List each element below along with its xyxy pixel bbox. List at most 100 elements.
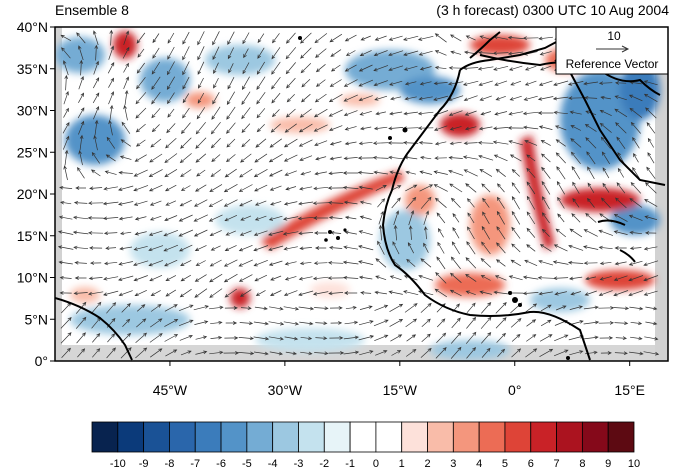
wind-arrow bbox=[407, 242, 415, 254]
wind-arrow bbox=[628, 94, 643, 102]
anomaly-patch bbox=[70, 305, 190, 335]
wind-arrow bbox=[390, 96, 402, 101]
wind-arrow bbox=[135, 332, 147, 344]
wind-arrow bbox=[482, 211, 490, 225]
wind-arrow bbox=[226, 122, 236, 134]
wind-arrow bbox=[465, 273, 477, 282]
wind-arrow bbox=[538, 125, 553, 130]
wind-arrow bbox=[253, 168, 268, 178]
anomaly-patch bbox=[130, 232, 190, 268]
wind-arrow bbox=[450, 256, 461, 270]
wind-arrow bbox=[343, 245, 359, 250]
wind-arrow bbox=[89, 246, 103, 250]
wind-arrow bbox=[328, 93, 343, 103]
wind-arrow bbox=[209, 305, 224, 310]
wind-arrow bbox=[103, 276, 119, 281]
land-mask-south bbox=[55, 345, 668, 361]
wind-arrow bbox=[118, 275, 134, 281]
south-america-coastline bbox=[55, 297, 133, 361]
wind-arrow bbox=[254, 200, 267, 206]
wind-arrow bbox=[436, 212, 446, 224]
colorbar-swatch bbox=[298, 421, 325, 453]
wind-arrow bbox=[388, 290, 403, 295]
wind-arrow bbox=[108, 45, 115, 60]
colorbar-label: -3 bbox=[294, 458, 304, 470]
wind-arrow bbox=[329, 306, 343, 310]
wind-arrow bbox=[539, 51, 552, 56]
lat-tick-label: 5°N bbox=[25, 311, 49, 327]
wind-arrow bbox=[195, 335, 208, 340]
wind-arrow bbox=[118, 185, 134, 191]
wind-arrow bbox=[239, 199, 253, 207]
wind-arrow bbox=[79, 59, 84, 76]
wind-arrow bbox=[600, 136, 611, 150]
wind-arrow bbox=[193, 229, 208, 237]
wind-arrow bbox=[268, 245, 284, 251]
wind-arrow bbox=[343, 94, 358, 102]
wind-arrow bbox=[209, 350, 224, 355]
wind-arrow bbox=[135, 107, 147, 119]
wind-arrow bbox=[433, 170, 448, 175]
wind-arrow bbox=[102, 216, 119, 221]
wind-arrow bbox=[540, 153, 551, 163]
wind-arrow bbox=[628, 214, 643, 221]
wind-arrow bbox=[437, 228, 444, 238]
wind-arrow bbox=[537, 275, 554, 280]
wind-arrow bbox=[212, 92, 220, 105]
wind-arrow bbox=[301, 78, 311, 88]
wind-arrow bbox=[298, 201, 314, 206]
wind-arrow bbox=[182, 93, 190, 104]
wind-arrow bbox=[193, 305, 209, 311]
wind-arrow bbox=[467, 226, 475, 240]
wind-arrow bbox=[224, 288, 237, 298]
wind-arrow bbox=[134, 231, 147, 236]
wind-arrow bbox=[496, 226, 506, 240]
wind-arrow bbox=[271, 92, 281, 104]
wind-arrow bbox=[345, 305, 357, 310]
wind-arrow bbox=[585, 212, 597, 223]
wind-arrow bbox=[77, 107, 85, 119]
wind-arrow bbox=[643, 80, 658, 86]
wind-arrow bbox=[374, 304, 389, 311]
wind-arrow bbox=[434, 197, 447, 208]
anomaly-patch bbox=[620, 60, 660, 120]
wind-arrow bbox=[418, 274, 434, 281]
wind-arrow bbox=[614, 321, 629, 326]
wind-arrow bbox=[59, 185, 73, 190]
wind-arrow bbox=[164, 153, 178, 163]
wind-arrow bbox=[480, 316, 492, 329]
wind-arrow bbox=[523, 125, 539, 130]
wind-arrow bbox=[403, 35, 419, 41]
wind-arrow bbox=[109, 104, 114, 121]
wind-arrow bbox=[195, 260, 206, 266]
wind-arrow bbox=[329, 141, 342, 146]
wind-arrow bbox=[108, 119, 113, 136]
wind-arrow bbox=[511, 168, 520, 177]
wind-arrow bbox=[524, 259, 538, 267]
colorbar-swatch bbox=[556, 421, 583, 453]
anomaly-patch bbox=[113, 31, 137, 59]
wind-arrow bbox=[209, 273, 223, 283]
anomaly-patch bbox=[470, 195, 510, 255]
wind-arrow bbox=[329, 245, 343, 250]
wind-arrow bbox=[405, 170, 416, 175]
wind-arrow bbox=[405, 349, 417, 357]
wind-arrow bbox=[617, 167, 625, 178]
wind-arrow bbox=[327, 186, 344, 190]
wind-arrow bbox=[373, 126, 388, 131]
wind-arrow bbox=[240, 153, 252, 163]
wind-arrow bbox=[481, 225, 491, 240]
wind-arrow bbox=[269, 290, 282, 296]
wind-arrow bbox=[240, 215, 252, 221]
wind-arrow bbox=[616, 136, 626, 150]
wind-arrow bbox=[616, 182, 626, 194]
wind-arrow bbox=[448, 155, 463, 160]
wind-arrow bbox=[269, 351, 283, 356]
wind-arrow bbox=[298, 290, 314, 296]
wind-arrow bbox=[300, 63, 312, 74]
colorbar-swatch bbox=[143, 421, 170, 453]
wind-arrow bbox=[149, 153, 163, 163]
wind-arrow bbox=[524, 65, 537, 71]
wind-arrow bbox=[569, 276, 583, 281]
wind-arrow bbox=[285, 351, 298, 356]
